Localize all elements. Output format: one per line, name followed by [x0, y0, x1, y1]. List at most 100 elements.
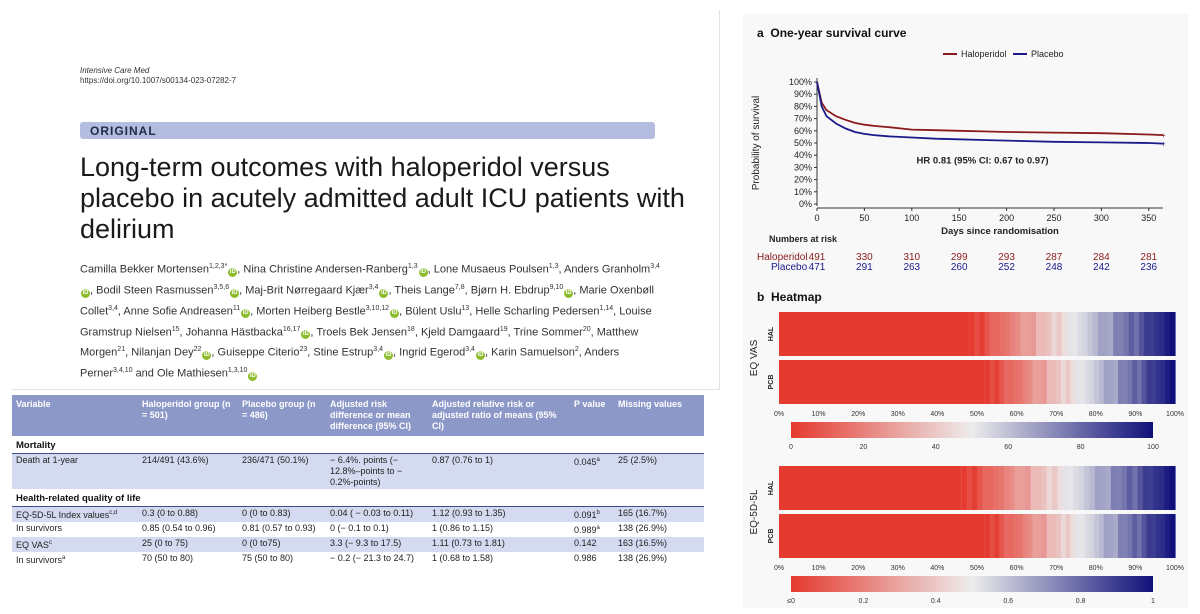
orcid-icon[interactable]: iD [390, 309, 400, 319]
orcid-icon[interactable]: iD [384, 351, 394, 361]
heatmap-cell [999, 514, 1005, 558]
heatmap-row-label: HAL [768, 326, 775, 341]
heatmap-cell [1094, 466, 1101, 510]
heatmap-x-tick-label: 30% [891, 565, 905, 572]
orcid-icon[interactable]: iD [379, 288, 389, 298]
author-name: Bodil Steen Rasmussen [96, 284, 214, 297]
heatmap-cell [1030, 466, 1037, 510]
heatmap-section-label: EQ-5D-5L [749, 489, 760, 534]
orcid-icon[interactable]: iD [202, 351, 212, 361]
heatmap-cell [1137, 466, 1144, 510]
heatmap-cell [1159, 312, 1166, 356]
orcid-icon[interactable]: iD [564, 288, 574, 298]
heatmap-cell [1100, 466, 1107, 510]
table-footnote-mark: a [62, 555, 66, 561]
heatmap-cell [1108, 514, 1114, 558]
heatmap-cell [1010, 312, 1017, 356]
author-affiliation: 7,8 [454, 283, 465, 291]
heatmap-x-tick-label: 50% [970, 565, 984, 572]
heatmap-x-tick-label: 10% [812, 565, 826, 572]
risk-value: 263 [903, 262, 921, 273]
heatmap-cell [1070, 514, 1076, 558]
table-cell: 165 (16.7%) [614, 506, 704, 522]
heatmap-cell [1060, 514, 1067, 558]
table-row: In survivorsa 70 (50 to 80) 75 (50 to 80) −… [12, 552, 704, 567]
table-cell: − 0.2 (− 21.3 to 24.7) [326, 552, 428, 567]
risk-value: 248 [1045, 262, 1063, 273]
table-cell: 0.142 [570, 537, 614, 552]
doi-link[interactable]: https://doi.org/10.1007/s00134-023-07282… [80, 76, 237, 85]
heatmap-x-tick-label: 40% [930, 565, 944, 572]
heatmap-cell [987, 466, 994, 510]
table-cell: 0.091b [570, 506, 614, 522]
heatmap-cell [1098, 360, 1105, 404]
heatmap-x-tick-label: 100% [1166, 565, 1184, 572]
heatmap-cell [1065, 360, 1072, 404]
results-table: Variable Haloperidol group (n = 501) Place… [12, 395, 704, 567]
orcid-icon[interactable]: iD [228, 267, 238, 277]
heatmap-cell [1036, 312, 1042, 356]
author-name: Anders Perner [80, 347, 620, 380]
colorbar-tick-label: ≤0 [787, 598, 795, 605]
heatmap-cell [999, 360, 1005, 404]
author-name: Kjeld Damgaard [420, 326, 500, 339]
heatmap-cell [1169, 466, 1176, 510]
author-name: Trine Sommer [513, 326, 583, 339]
heatmap-cell [1154, 312, 1161, 356]
risk-value: 291 [856, 262, 873, 273]
heatmap-cell [994, 514, 1000, 558]
heatmap-cell [1094, 360, 1100, 404]
heatmap-x-tick-label: 60% [1010, 565, 1024, 572]
author-affiliation: 21 [117, 346, 126, 354]
table-cell: EQ-5D-5L Index valuesc,d [12, 506, 138, 522]
heatmap-cell [1103, 360, 1110, 404]
panel-b-header: b Heatmap [757, 290, 822, 304]
table-section-title: Mortality [12, 436, 704, 454]
colorbar-tick-label: 0.8 [1076, 598, 1086, 605]
author-affiliation: 16,17 [282, 325, 301, 333]
heatmap-cell [994, 360, 1000, 404]
orcid-icon[interactable]: iD [81, 288, 90, 298]
heatmap-cell [1164, 312, 1171, 356]
orcid-icon[interactable]: iD [418, 267, 428, 277]
colorbar-tick-label: 100 [1147, 444, 1159, 451]
heatmap-cell [1046, 514, 1053, 558]
risk-group-name: Haloperidol [757, 252, 808, 263]
heatmap-row-label: PCB [768, 375, 775, 390]
orcid-icon[interactable]: iD [248, 371, 258, 381]
heatmap-x-tick-label: 30% [891, 411, 905, 418]
heatmap-cell [966, 466, 973, 510]
heatmap-cell [1003, 466, 1010, 510]
orcid-icon[interactable]: iD [230, 288, 240, 298]
heatmap-cell [1036, 466, 1042, 510]
heatmap-cell [1041, 514, 1048, 558]
heatmap-cell [1092, 312, 1099, 356]
author-affiliation: 23 [299, 346, 308, 354]
heatmap-cell [1113, 360, 1119, 404]
heatmap-cell [989, 360, 996, 404]
survival-title: One-year survival curve [770, 26, 907, 40]
table-cell: In survivors [12, 522, 138, 537]
author-affiliation: 1,3,10 [227, 367, 248, 375]
panel-a-header: a One-year survival curve [757, 26, 906, 40]
heatmap-cell [1165, 360, 1171, 404]
heatmap-cell [1127, 360, 1133, 404]
table-cell: 25 (0 to 75) [138, 537, 238, 552]
table-header-cell: Haloperidol group (n = 501) [138, 395, 238, 436]
table-row: EQ VASc 25 (0 to 75) 0 (0 to75) 3.3 (− 9.3 … [12, 537, 704, 552]
y-tick-label: 80% [794, 101, 812, 111]
heatmap-cell [1073, 466, 1080, 510]
orcid-icon[interactable]: iD [241, 309, 251, 319]
author-name: Bülent Uslu [405, 305, 462, 318]
heatmap-cell [1041, 312, 1047, 356]
heatmap-cell [1136, 514, 1143, 558]
heatmap-x-tick-label: 90% [1128, 565, 1142, 572]
panel-b-letter: b [757, 290, 765, 304]
orcid-icon[interactable]: iD [301, 330, 311, 340]
orcid-icon[interactable]: iD [475, 351, 485, 361]
author-name: Marie Oxenbøll Collet [80, 284, 654, 318]
heatmap-cell [1121, 466, 1128, 510]
heatmap-cell [993, 466, 1000, 510]
author-affiliation: 2 [574, 346, 579, 354]
heatmap-x-tick-label: 80% [1089, 411, 1103, 418]
